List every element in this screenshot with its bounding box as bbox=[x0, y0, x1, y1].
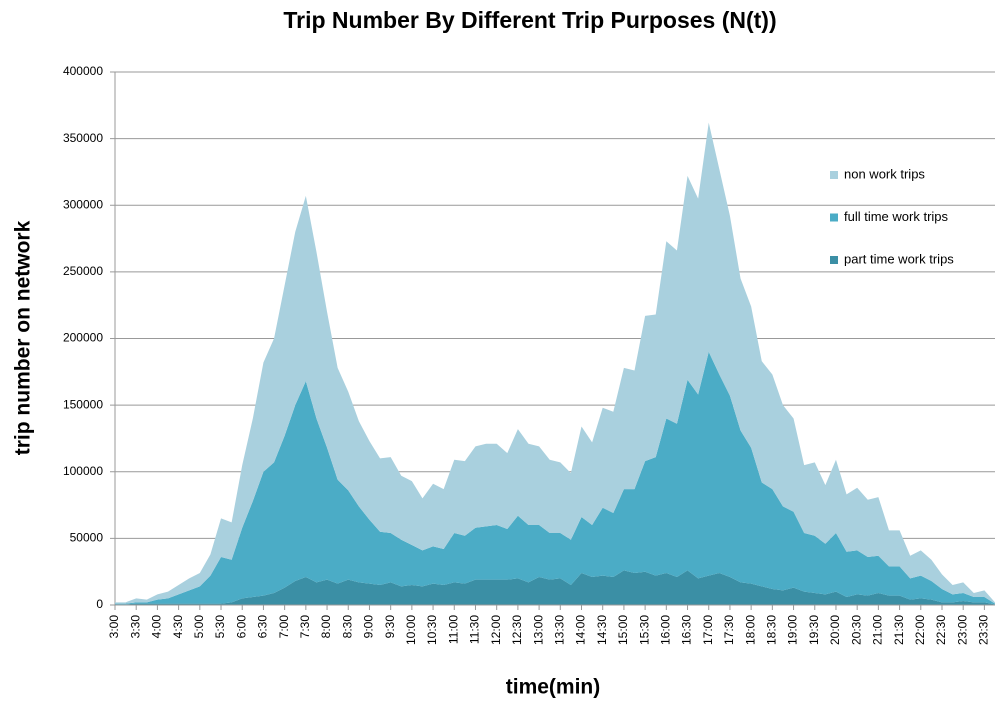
x-tick-label: 14:30 bbox=[595, 615, 609, 645]
x-tick-label: 9:30 bbox=[383, 615, 397, 639]
area bbox=[115, 351, 995, 605]
x-axis-label: time(min) bbox=[506, 676, 601, 699]
x-tick-label: 10:00 bbox=[404, 615, 418, 645]
x-tick-label: 5:00 bbox=[192, 615, 206, 639]
x-tick-label: 10:30 bbox=[425, 615, 439, 645]
y-tick-label: 200000 bbox=[63, 331, 103, 345]
x-tick-label: 15:00 bbox=[616, 615, 630, 645]
x-tick-label: 21:00 bbox=[871, 615, 885, 645]
x-tick-label: 16:00 bbox=[658, 615, 672, 645]
x-tick-label: 16:30 bbox=[680, 615, 694, 645]
y-tick-label: 0 bbox=[96, 597, 103, 611]
x-tick-label: 22:30 bbox=[934, 615, 948, 645]
chart-title: Trip Number By Different Trip Purposes (… bbox=[283, 7, 776, 33]
x-tick-label: 19:00 bbox=[786, 615, 800, 645]
y-tick-label: 100000 bbox=[63, 464, 103, 478]
x-tick-label: 8:30 bbox=[340, 615, 354, 639]
x-tick-label: 13:00 bbox=[531, 615, 545, 645]
x-tick-label: 12:00 bbox=[489, 615, 503, 645]
x-tick-label: 18:00 bbox=[743, 615, 757, 645]
legend-label: full time work trips bbox=[844, 209, 949, 224]
y-tick-label: 400000 bbox=[63, 64, 103, 78]
x-tick-label: 4:30 bbox=[171, 615, 185, 639]
x-tick-label: 21:30 bbox=[892, 615, 906, 645]
x-tick-label: 20:00 bbox=[828, 615, 842, 645]
legend-swatch bbox=[830, 171, 838, 179]
area bbox=[115, 122, 995, 604]
x-tick-label: 11:00 bbox=[446, 615, 460, 644]
x-tick-label: 3:00 bbox=[107, 615, 121, 639]
x-tick-label: 20:30 bbox=[849, 615, 863, 645]
x-tick-label: 17:00 bbox=[701, 615, 715, 645]
x-tick-label: 23:30 bbox=[977, 615, 991, 645]
y-tick-label: 50000 bbox=[70, 531, 104, 545]
legend-label: non work trips bbox=[844, 166, 925, 181]
x-tick-label: 14:00 bbox=[574, 615, 588, 645]
x-tick-label: 15:30 bbox=[637, 615, 651, 645]
area bbox=[115, 570, 995, 605]
x-tick-label: 6:00 bbox=[234, 615, 248, 639]
y-tick-label: 250000 bbox=[63, 264, 103, 278]
y-tick-label: 150000 bbox=[63, 397, 103, 411]
x-tick-label: 12:30 bbox=[510, 615, 524, 645]
legend-label: part time work trips bbox=[844, 251, 954, 266]
legend-swatch bbox=[830, 256, 838, 264]
x-tick-label: 3:30 bbox=[128, 615, 142, 639]
x-tick-label: 18:30 bbox=[765, 615, 779, 645]
y-axis-label: trip number on network bbox=[12, 220, 35, 455]
x-tick-label: 11:30 bbox=[468, 615, 482, 644]
x-tick-label: 13:30 bbox=[552, 615, 566, 645]
x-tick-label: 5:30 bbox=[213, 615, 227, 639]
x-tick-label: 7:00 bbox=[277, 615, 291, 639]
y-tick-label: 300000 bbox=[63, 197, 103, 211]
legend-swatch bbox=[830, 213, 838, 222]
x-tick-label: 6:30 bbox=[256, 615, 270, 639]
x-tick-label: 4:00 bbox=[150, 615, 164, 639]
x-tick-label: 17:30 bbox=[722, 615, 736, 645]
x-tick-label: 8:00 bbox=[319, 615, 333, 639]
x-tick-label: 19:30 bbox=[807, 615, 821, 645]
x-tick-label: 7:30 bbox=[298, 615, 312, 639]
x-tick-label: 22:00 bbox=[913, 615, 927, 645]
y-tick-label: 350000 bbox=[63, 131, 103, 145]
x-tick-label: 23:00 bbox=[955, 615, 969, 645]
x-tick-label: 9:00 bbox=[362, 615, 376, 639]
